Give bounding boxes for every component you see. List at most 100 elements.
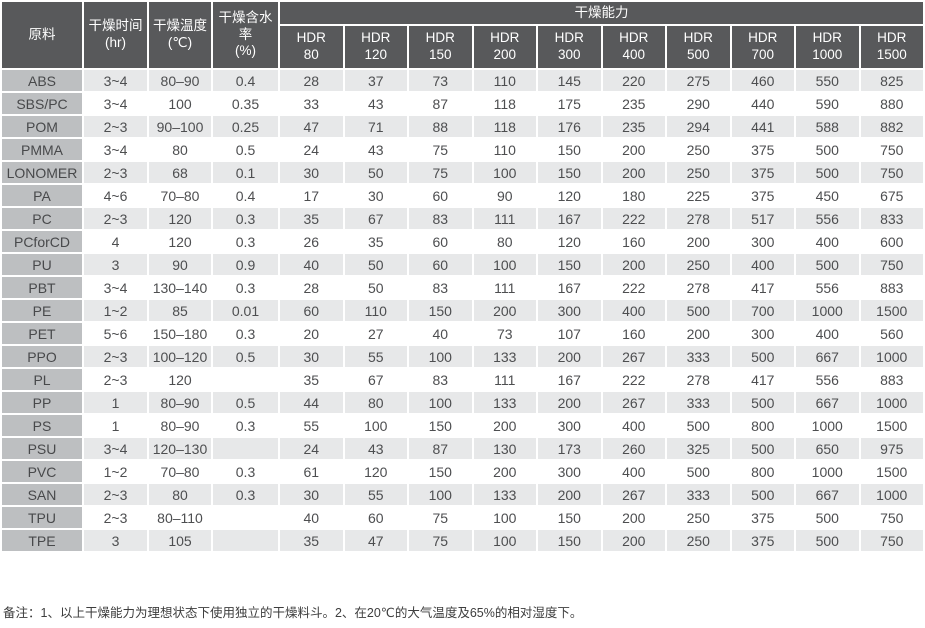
capacity-cell: 300 <box>731 231 794 252</box>
drying-time-cell: 3 <box>84 254 147 275</box>
table-row-ps: PS 1 80–90 0.3 55 100 150 200 300 400 500 800 1000 15… <box>2 415 923 436</box>
capacity-cell: 40 <box>409 323 472 344</box>
capacity-cell: 87 <box>409 93 472 114</box>
capacity-cell: 111 <box>473 208 536 229</box>
capacity-cell: 83 <box>409 277 472 298</box>
capacity-cell: 750 <box>860 162 923 183</box>
capacity-cell: 750 <box>860 530 923 551</box>
capacity-cell: 588 <box>796 116 859 137</box>
capacity-cell: 43 <box>344 93 407 114</box>
capacity-cell: 83 <box>409 208 472 229</box>
material-cell: PCforCD <box>2 231 82 252</box>
capacity-cell: 200 <box>538 484 601 505</box>
table-row-pet: PET 5~6 150–180 0.3 20 27 40 73 107 160 200 300 400 5… <box>2 323 923 344</box>
capacity-cell: 500 <box>731 392 794 413</box>
capacity-cell: 60 <box>409 254 472 275</box>
capacity-cell: 120 <box>344 461 407 482</box>
capacity-cell: 73 <box>409 70 472 91</box>
capacity-cell: 333 <box>667 346 730 367</box>
capacity-cell: 67 <box>344 369 407 390</box>
header-row-hdr-models: HDR 80 HDR 120 HDR 150 HDR 200 HDR 300 HDR 40… <box>2 26 923 68</box>
capacity-cell: 500 <box>731 484 794 505</box>
col-header-hdr-120: HDR 120 <box>344 26 407 68</box>
capacity-cell: 145 <box>538 70 601 91</box>
moisture-cell: 0.3 <box>213 415 278 436</box>
capacity-cell: 250 <box>667 254 730 275</box>
drying-time-cell: 1~2 <box>84 300 147 321</box>
drying-time-cell: 3~4 <box>84 277 147 298</box>
capacity-cell: 30 <box>280 346 343 367</box>
drying-temp-cell: 80–90 <box>149 415 211 436</box>
capacity-cell: 24 <box>280 438 343 459</box>
table-row-pa: PA 4~6 70–80 0.4 17 30 60 90 120 180 225 375 450 675 <box>2 185 923 206</box>
capacity-cell: 441 <box>731 116 794 137</box>
capacity-cell: 67 <box>344 208 407 229</box>
capacity-cell: 260 <box>602 438 665 459</box>
table-row-pe: PE 1~2 85 0.01 60 110 150 200 300 400 500 700 1000 15… <box>2 300 923 321</box>
capacity-cell: 60 <box>344 507 407 528</box>
material-cell: TPE <box>2 530 82 551</box>
col-header-hdr-400: HDR 400 <box>602 26 665 68</box>
moisture-cell: 0.4 <box>213 70 278 91</box>
capacity-cell: 400 <box>602 300 665 321</box>
capacity-cell: 560 <box>860 323 923 344</box>
capacity-cell: 400 <box>796 323 859 344</box>
capacity-cell: 800 <box>731 461 794 482</box>
drying-time-cell: 2~3 <box>84 346 147 367</box>
capacity-cell: 675 <box>860 185 923 206</box>
capacity-cell: 60 <box>409 185 472 206</box>
col-header-hdr-1500: HDR 1500 <box>860 26 923 68</box>
drying-time-cell: 1 <box>84 392 147 413</box>
moisture-cell <box>213 438 278 459</box>
capacity-cell: 44 <box>280 392 343 413</box>
material-cell: ABS <box>2 70 82 91</box>
moisture-cell: 0.3 <box>213 277 278 298</box>
capacity-cell: 500 <box>796 139 859 160</box>
col-header-hdr-1000: HDR 1000 <box>796 26 859 68</box>
material-cell: POM <box>2 116 82 137</box>
capacity-cell: 200 <box>667 231 730 252</box>
capacity-cell: 120 <box>538 231 601 252</box>
drying-temp-cell: 70–80 <box>149 461 211 482</box>
capacity-cell: 517 <box>731 208 794 229</box>
capacity-cell: 88 <box>409 116 472 137</box>
material-cell: PU <box>2 254 82 275</box>
capacity-cell: 325 <box>667 438 730 459</box>
capacity-cell: 55 <box>344 484 407 505</box>
capacity-cell: 90 <box>473 185 536 206</box>
capacity-cell: 500 <box>796 254 859 275</box>
capacity-cell: 400 <box>602 415 665 436</box>
capacity-cell: 222 <box>602 208 665 229</box>
capacity-cell: 80 <box>344 392 407 413</box>
capacity-cell: 667 <box>796 346 859 367</box>
capacity-cell: 71 <box>344 116 407 137</box>
table-row-tpu: TPU 2~3 80–110 40 60 75 100 150 200 250 375 500 750 <box>2 507 923 528</box>
header-row-top: 原料 干燥时间 (hr) 干燥温度 (℃) 干燥含水率 (%) 干燥能力 <box>2 2 923 68</box>
capacity-cell: 1000 <box>860 484 923 505</box>
material-cell: PS <box>2 415 82 436</box>
material-cell: PA <box>2 185 82 206</box>
drying-temp-cell: 80 <box>149 484 211 505</box>
capacity-cell: 750 <box>860 254 923 275</box>
capacity-cell: 167 <box>538 369 601 390</box>
capacity-cell: 375 <box>731 530 794 551</box>
capacity-cell: 24 <box>280 139 343 160</box>
capacity-cell: 200 <box>602 530 665 551</box>
moisture-cell: 0.01 <box>213 300 278 321</box>
capacity-cell: 111 <box>473 369 536 390</box>
drying-temp-cell: 100–120 <box>149 346 211 367</box>
drying-temp-cell: 85 <box>149 300 211 321</box>
capacity-cell: 880 <box>860 93 923 114</box>
capacity-cell: 417 <box>731 277 794 298</box>
capacity-cell: 883 <box>860 369 923 390</box>
capacity-cell: 27 <box>344 323 407 344</box>
capacity-cell: 250 <box>667 162 730 183</box>
material-cell: PPO <box>2 346 82 367</box>
capacity-cell: 650 <box>796 438 859 459</box>
capacity-cell: 150 <box>538 162 601 183</box>
drying-temp-cell: 80–110 <box>149 507 211 528</box>
capacity-cell: 225 <box>667 185 730 206</box>
moisture-cell: 0.3 <box>213 323 278 344</box>
capacity-cell: 75 <box>409 139 472 160</box>
